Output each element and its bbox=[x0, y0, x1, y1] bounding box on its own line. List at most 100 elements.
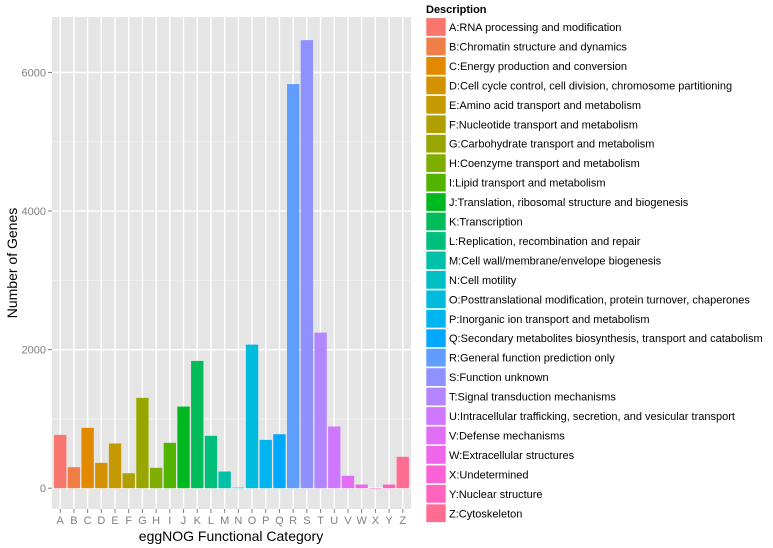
x-tick-label: T bbox=[317, 515, 324, 527]
x-tick-label: B bbox=[70, 515, 77, 527]
legend-label: M:Cell wall/membrane/envelope biogenesis bbox=[449, 255, 662, 267]
y-axis-title: Number of Genes bbox=[4, 208, 20, 319]
x-tick-label: Z bbox=[399, 515, 406, 527]
bar-u bbox=[328, 426, 341, 489]
legend-item: W:Extracellular structures bbox=[425, 445, 575, 465]
x-tick-label: L bbox=[208, 515, 214, 527]
legend-key-f bbox=[425, 114, 447, 134]
legend-item: R:General function prediction only bbox=[425, 348, 615, 368]
bar-a bbox=[54, 434, 67, 489]
legend-key-p bbox=[425, 309, 447, 329]
x-tick-label: N bbox=[234, 515, 242, 527]
x-tick-label: K bbox=[194, 515, 202, 527]
legend-item: T:Signal transduction mechanisms bbox=[425, 387, 616, 407]
x-tick-label: M bbox=[220, 515, 229, 527]
legend-item: G:Carbohydrate transport and metabolism bbox=[425, 134, 654, 154]
x-tick-label: E bbox=[111, 515, 118, 527]
bars bbox=[54, 40, 409, 489]
legend-key-l bbox=[425, 231, 447, 251]
legend-key-c bbox=[425, 56, 447, 76]
legend-key-b bbox=[425, 36, 447, 56]
legend-item: U:Intracellular trafficking, secretion, … bbox=[425, 406, 735, 426]
legend-label: H:Coenzyme transport and metabolism bbox=[449, 158, 640, 170]
x-tick-label: W bbox=[356, 515, 367, 527]
legend-label: K:Transcription bbox=[449, 217, 523, 229]
legend-label: N:Cell motility bbox=[449, 275, 517, 287]
x-tick-label: V bbox=[344, 515, 352, 527]
legend-label: E:Amino acid transport and metabolism bbox=[449, 100, 641, 112]
legend-item: C:Energy production and conversion bbox=[425, 56, 627, 76]
legend-label: S:Function unknown bbox=[449, 372, 549, 384]
x-tick-label: F bbox=[125, 515, 132, 527]
bar-f bbox=[122, 473, 135, 489]
legend-key-v bbox=[425, 425, 447, 445]
legend-item: P:Inorganic ion transport and metabolism bbox=[425, 309, 650, 329]
bar-j bbox=[177, 406, 190, 489]
bar-m bbox=[218, 471, 231, 489]
x-tick-label: H bbox=[152, 515, 160, 527]
legend-item: S:Function unknown bbox=[425, 367, 549, 387]
y-tick-label: 6000 bbox=[22, 67, 46, 79]
legend-key-d bbox=[425, 75, 447, 95]
legend-item: I:Lipid transport and metabolism bbox=[425, 173, 606, 193]
bar-v bbox=[341, 475, 355, 489]
legend-key-o bbox=[425, 289, 447, 309]
legend-label: I:Lipid transport and metabolism bbox=[449, 178, 606, 190]
legend-label: G:Carbohydrate transport and metabolism bbox=[449, 139, 654, 151]
legend-item: L:Replication, recombination and repair bbox=[425, 231, 641, 251]
legend-item: D:Cell cycle control, cell division, chr… bbox=[425, 75, 732, 95]
legend-item: N:Cell motility bbox=[425, 270, 517, 290]
legend-key-m bbox=[425, 250, 447, 270]
legend-key-z bbox=[425, 503, 447, 523]
legend-key-x bbox=[425, 464, 447, 484]
legend-label: V:Defense mechanisms bbox=[449, 430, 565, 442]
legend-key-q bbox=[425, 328, 447, 348]
legend-label: J:Translation, ribosomal structure and b… bbox=[449, 197, 689, 209]
legend-label: X:Undetermined bbox=[449, 469, 529, 481]
x-tick-label: O bbox=[248, 515, 257, 527]
legend-key-s bbox=[425, 367, 447, 387]
legend-label: L:Replication, recombination and repair bbox=[449, 236, 641, 248]
bar-o bbox=[245, 344, 259, 489]
y-tick-label: 2000 bbox=[22, 345, 46, 357]
x-tick-label: A bbox=[57, 515, 65, 527]
bar-q bbox=[273, 434, 286, 489]
legend-item: M:Cell wall/membrane/envelope biogenesis bbox=[425, 250, 662, 270]
legend-label: D:Cell cycle control, cell division, chr… bbox=[449, 80, 732, 92]
legend-label: A:RNA processing and modification bbox=[449, 22, 621, 34]
bar-t bbox=[314, 332, 327, 489]
legend-item: Q:Secondary metabolites biosynthesis, tr… bbox=[425, 328, 763, 348]
x-tick-label: Q bbox=[275, 515, 284, 527]
x-tick-label: R bbox=[289, 515, 297, 527]
y-tick-label: 0 bbox=[40, 483, 46, 495]
bar-z bbox=[396, 456, 409, 489]
plot-panel bbox=[52, 17, 411, 509]
legend-label: U:Intracellular trafficking, secretion, … bbox=[449, 411, 735, 423]
legend-key-w bbox=[425, 445, 447, 465]
legend-key-k bbox=[425, 212, 447, 232]
bar-x bbox=[369, 488, 382, 489]
x-tick-label: P bbox=[262, 515, 269, 527]
bar-y bbox=[382, 484, 396, 489]
legend-item: B:Chromatin structure and dynamics bbox=[425, 36, 627, 56]
legend-item: K:Transcription bbox=[425, 212, 523, 232]
x-tick-label: D bbox=[97, 515, 105, 527]
legend-label: C:Energy production and conversion bbox=[449, 61, 627, 73]
legend-item: Z:Cytoskeleton bbox=[425, 503, 522, 523]
bar-k bbox=[191, 360, 204, 489]
x-tick-label: J bbox=[181, 515, 187, 527]
legend-label: F:Nucleotide transport and metabolism bbox=[449, 119, 638, 131]
bar-i bbox=[163, 442, 177, 489]
legend-item: O:Posttranslational modification, protei… bbox=[425, 289, 750, 309]
legend-key-e bbox=[425, 95, 447, 115]
x-axis-title: eggNOG Functional Category bbox=[139, 528, 323, 544]
bar-p bbox=[259, 439, 272, 489]
legend-item: X:Undetermined bbox=[425, 464, 529, 484]
legend-key-t bbox=[425, 387, 447, 407]
legend-key-a bbox=[425, 17, 447, 37]
bar-h bbox=[149, 467, 163, 489]
legend-label: P:Inorganic ion transport and metabolism bbox=[449, 314, 650, 326]
bar-w bbox=[355, 484, 368, 489]
x-tick-label: U bbox=[330, 515, 338, 527]
